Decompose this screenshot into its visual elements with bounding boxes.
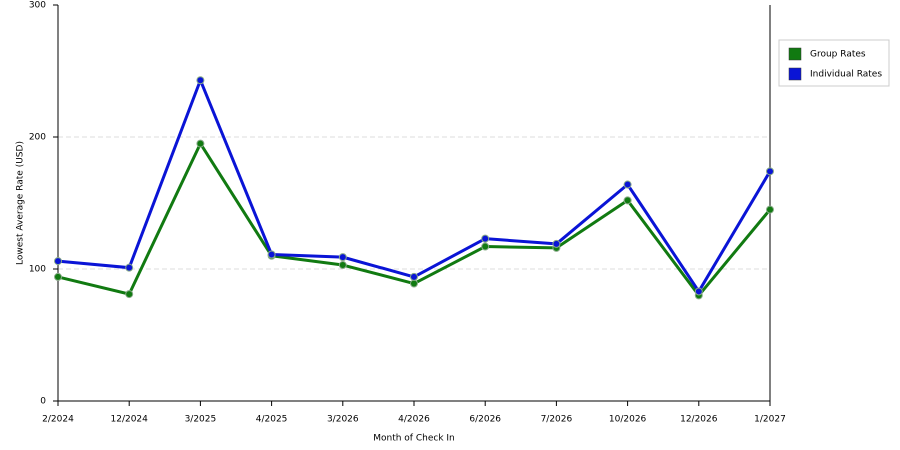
- x-tick-label: 10/2026: [609, 415, 647, 425]
- x-tick-label: 12/2024: [111, 415, 149, 425]
- y-tick-label: 300: [29, 1, 46, 11]
- data-point: [623, 196, 632, 205]
- y-tick-label: 100: [29, 265, 46, 275]
- data-point: [481, 242, 490, 251]
- data-point: [766, 167, 774, 176]
- data-point: [54, 257, 62, 266]
- series-line: [57, 78, 772, 293]
- data-point: [338, 261, 347, 270]
- data-point: [552, 239, 561, 248]
- data-point: [481, 234, 490, 243]
- y-tick-label: 0: [40, 397, 46, 407]
- data-point: [196, 76, 205, 85]
- x-tick-label: 2/2024: [42, 415, 74, 425]
- y-axis-label: Lowest Average Rate (USD): [16, 141, 26, 265]
- data-point: [196, 139, 205, 148]
- data-point: [125, 290, 134, 299]
- data-point: [54, 272, 62, 281]
- data-point: [623, 180, 632, 189]
- x-tick-label: 7/2026: [541, 415, 573, 425]
- legend-swatch: [788, 47, 802, 61]
- data-point: [338, 253, 347, 262]
- legend-swatch: [788, 67, 802, 81]
- series-line: [57, 142, 772, 297]
- data-point: [766, 205, 774, 214]
- x-axis-label: Month of Check In: [373, 434, 455, 444]
- x-tick-label: 3/2026: [327, 415, 359, 425]
- data-point: [410, 272, 418, 281]
- x-tick-label: 3/2025: [185, 415, 217, 425]
- data-point: [267, 250, 276, 259]
- x-tick-label: 4/2025: [256, 415, 288, 425]
- x-tick-label: 6/2026: [469, 415, 501, 425]
- y-tick-label: 200: [29, 133, 46, 143]
- data-point: [410, 279, 418, 288]
- legend-label: Individual Rates: [810, 70, 882, 80]
- x-tick-label: 1/2027: [754, 415, 786, 425]
- x-tick-label: 12/2026: [680, 415, 718, 425]
- data-point: [694, 287, 703, 296]
- data-point: [125, 263, 134, 272]
- legend-label: Group Rates: [810, 50, 866, 60]
- x-tick-label: 4/2026: [398, 415, 430, 425]
